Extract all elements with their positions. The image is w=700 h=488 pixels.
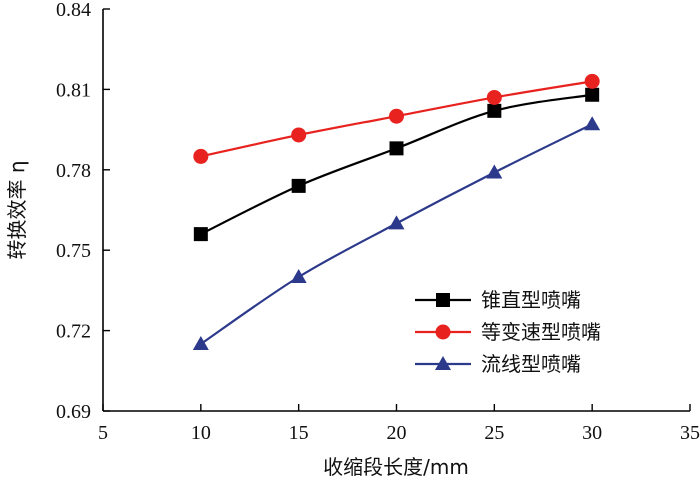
x-tick-label: 15 — [289, 422, 309, 444]
data-point — [584, 73, 600, 89]
x-tick-label: 25 — [484, 422, 504, 444]
data-point — [584, 116, 601, 131]
y-tick-label: 0.69 — [56, 401, 91, 423]
y-tick-label: 0.84 — [56, 0, 91, 21]
data-point — [585, 87, 600, 102]
series-2 — [193, 73, 600, 164]
legend-item: 流线型喷嘴 — [415, 352, 581, 376]
data-point — [388, 215, 405, 230]
data-point — [389, 141, 404, 156]
legend-item: 等变速型喷嘴 — [415, 320, 601, 344]
data-point — [487, 103, 502, 118]
y-tick-label: 0.75 — [56, 240, 91, 262]
series-layer — [192, 73, 601, 350]
legend-label: 等变速型喷嘴 — [481, 320, 601, 344]
plot-frame — [102, 9, 690, 412]
x-axis-ticks: 5 10 15 20 25 30 35 — [98, 404, 700, 444]
x-tick-label: 5 — [98, 422, 108, 444]
x-tick-label: 35 — [680, 422, 700, 444]
series-1 — [193, 87, 600, 242]
data-point — [389, 108, 404, 124]
y-axis-ticks: 0.69 0.72 0.75 0.78 0.81 0.84 — [56, 0, 110, 423]
y-tick-label: 0.81 — [56, 79, 91, 101]
data-point — [193, 148, 209, 164]
legend-item: 锥直型喷嘴 — [415, 288, 581, 312]
x-tick-label: 10 — [191, 422, 211, 444]
data-point — [486, 89, 502, 105]
x-axis-title: 收缩段长度/mm — [323, 455, 469, 479]
data-point — [193, 227, 208, 242]
legend-swatch-marker — [435, 356, 451, 370]
data-point — [486, 164, 503, 179]
series-3 — [192, 116, 601, 350]
y-axis-title: 转换效率 η — [5, 160, 29, 259]
legend-label: 锥直型喷嘴 — [481, 288, 581, 312]
data-point — [192, 336, 209, 350]
y-tick-label: 0.78 — [56, 160, 91, 182]
legend-label: 流线型喷嘴 — [481, 352, 581, 376]
data-point — [291, 127, 307, 143]
x-tick-label: 20 — [387, 422, 407, 444]
data-point — [290, 269, 307, 283]
y-tick-label: 0.72 — [56, 321, 91, 343]
legend-swatch-marker — [436, 293, 450, 307]
x-tick-label: 30 — [582, 422, 602, 444]
legend-swatch-marker — [435, 324, 451, 340]
data-point — [291, 178, 306, 193]
